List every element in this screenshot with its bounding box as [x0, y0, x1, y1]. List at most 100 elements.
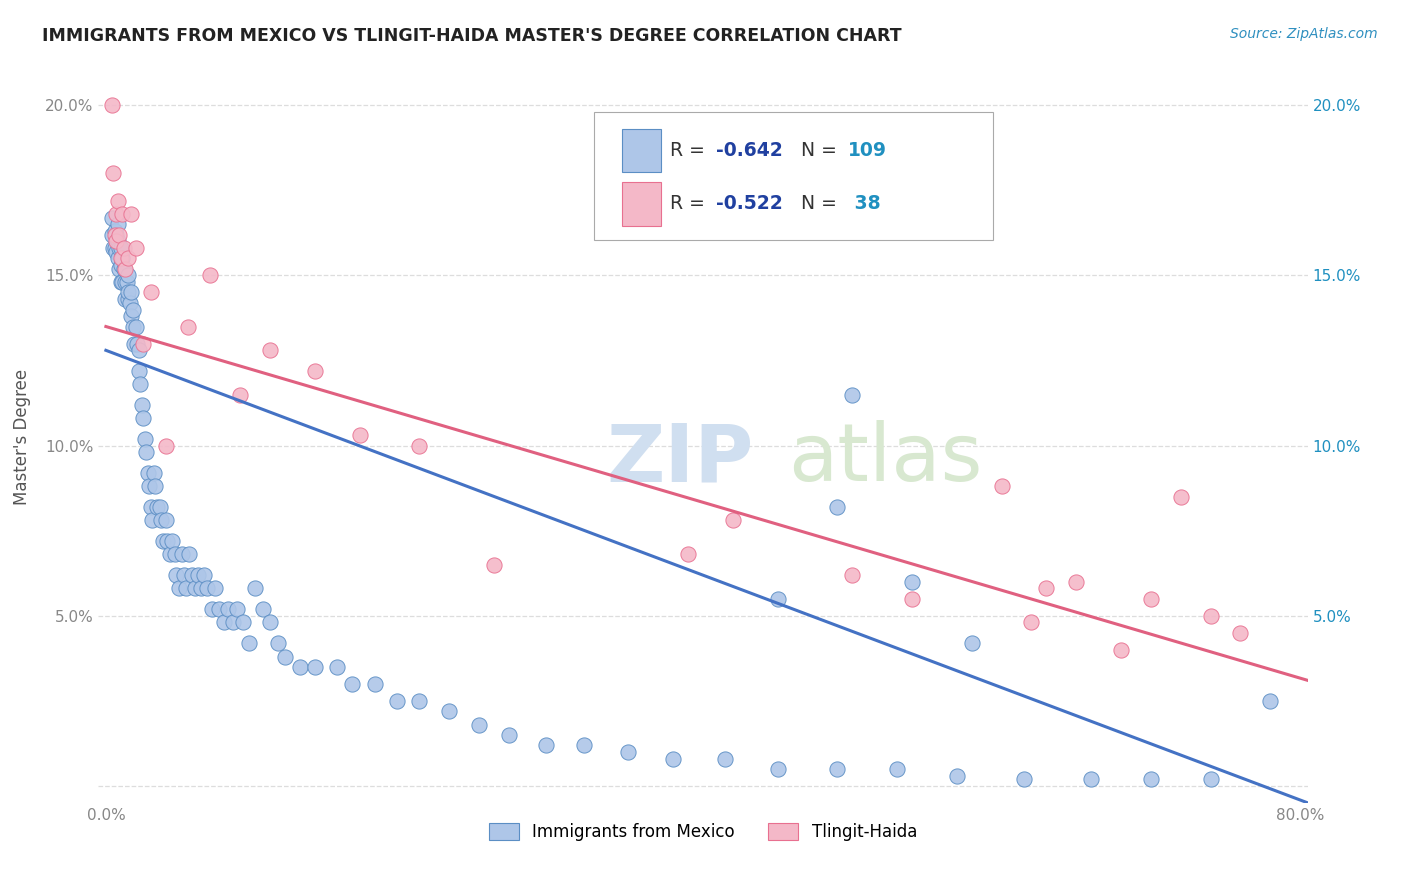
Point: [163, 548, 186, 562]
Point: [408, 694, 430, 708]
Point: [101, 98, 124, 112]
Point: [160, 533, 183, 548]
FancyBboxPatch shape: [595, 112, 993, 240]
Point: [155, 513, 177, 527]
Point: [152, 533, 174, 548]
Point: [217, 602, 239, 616]
Point: [340, 677, 363, 691]
Point: [721, 513, 744, 527]
Point: [120, 310, 142, 324]
Point: [112, 241, 135, 255]
Point: [766, 591, 789, 606]
Point: [125, 319, 148, 334]
Point: [385, 694, 408, 708]
Point: [111, 275, 134, 289]
Point: [114, 261, 136, 276]
Point: [222, 615, 245, 630]
Point: [110, 241, 132, 255]
Point: [363, 677, 385, 691]
Point: [110, 275, 132, 289]
Point: [111, 252, 134, 266]
Point: [1170, 490, 1192, 504]
Point: [101, 211, 124, 225]
Point: [288, 659, 311, 673]
Point: [408, 439, 430, 453]
Point: [1109, 642, 1132, 657]
Point: [572, 738, 595, 752]
Point: [138, 479, 160, 493]
Point: [208, 602, 231, 616]
Point: [165, 567, 187, 582]
Point: [201, 602, 224, 616]
Point: [482, 558, 505, 572]
Point: [184, 582, 207, 596]
Text: N =: N =: [801, 194, 842, 213]
Text: Source: ZipAtlas.com: Source: ZipAtlas.com: [1230, 27, 1378, 41]
Point: [229, 387, 252, 401]
Point: [177, 319, 200, 334]
Point: [156, 533, 179, 548]
Point: [143, 479, 166, 493]
Legend: Immigrants from Mexico, Tlingit-Haida: Immigrants from Mexico, Tlingit-Haida: [481, 814, 925, 849]
Point: [150, 513, 173, 527]
Point: [142, 466, 165, 480]
Point: [121, 302, 143, 317]
Point: [103, 166, 125, 180]
Point: [120, 285, 142, 300]
Point: [190, 582, 212, 596]
Point: [187, 567, 209, 582]
Point: [714, 751, 737, 765]
Point: [128, 343, 150, 358]
Point: [135, 445, 157, 459]
Point: [243, 582, 266, 596]
Point: [105, 207, 128, 221]
Point: [1021, 615, 1043, 630]
Point: [118, 295, 141, 310]
Point: [252, 602, 274, 616]
Point: [111, 207, 134, 221]
Point: [226, 602, 249, 616]
Point: [945, 768, 967, 782]
Point: [101, 227, 124, 242]
Point: [1080, 772, 1102, 786]
Point: [266, 636, 288, 650]
Point: [159, 548, 181, 562]
Point: [170, 548, 193, 562]
Point: [122, 336, 145, 351]
Point: [1229, 625, 1251, 640]
Point: [193, 567, 215, 582]
Point: [117, 268, 139, 283]
Point: [107, 218, 129, 232]
Point: [145, 500, 167, 514]
Point: [132, 411, 155, 425]
Point: [1258, 694, 1281, 708]
Point: [232, 615, 254, 630]
Point: [304, 364, 326, 378]
Point: [167, 582, 190, 596]
Text: R =: R =: [671, 141, 711, 161]
Point: [766, 762, 789, 776]
Point: [136, 466, 159, 480]
Point: [181, 567, 204, 582]
FancyBboxPatch shape: [621, 129, 661, 172]
Point: [108, 261, 131, 276]
FancyBboxPatch shape: [621, 182, 661, 226]
Point: [139, 285, 162, 300]
Text: -0.522: -0.522: [716, 194, 783, 213]
Point: [304, 659, 326, 673]
Point: [179, 548, 201, 562]
Point: [115, 275, 138, 289]
Point: [131, 398, 153, 412]
Point: [108, 241, 131, 255]
Point: [120, 207, 142, 221]
Point: [676, 548, 699, 562]
Point: [129, 377, 152, 392]
Point: [128, 364, 150, 378]
Point: [107, 235, 129, 249]
Point: [259, 615, 281, 630]
Point: [132, 336, 155, 351]
Point: [901, 591, 924, 606]
Point: [104, 227, 127, 242]
Point: [105, 227, 128, 242]
Point: [117, 285, 139, 300]
